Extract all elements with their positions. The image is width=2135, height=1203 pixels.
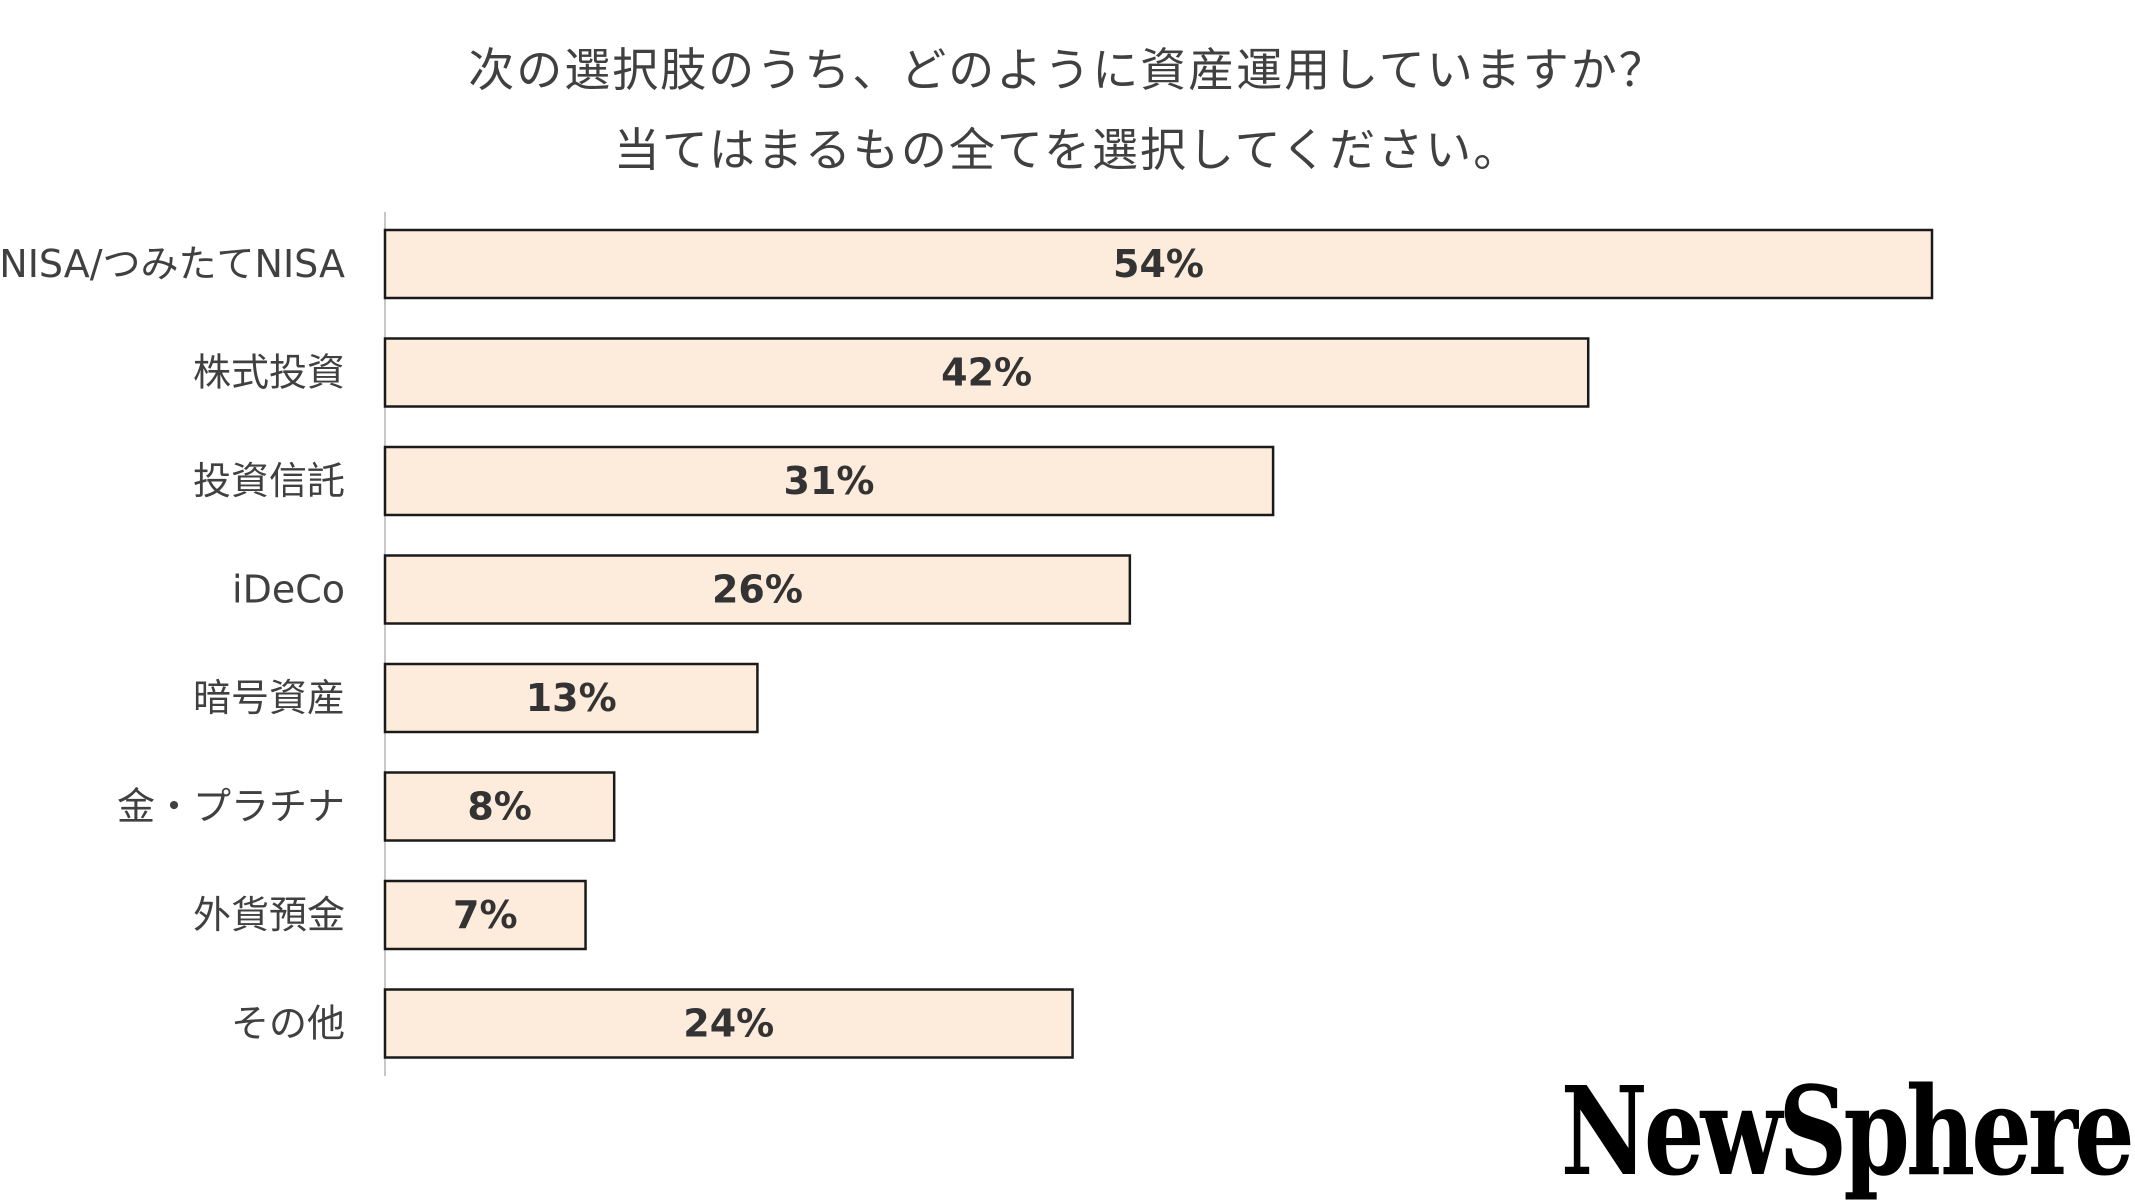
- bar-6: [383, 879, 587, 951]
- value-label: 42%: [941, 351, 1032, 395]
- value-label: 13%: [526, 676, 617, 720]
- category-label: 金・プラチナ: [117, 785, 345, 829]
- category-label: NISA/つみたてNISA: [0, 242, 345, 286]
- bar-7: [383, 988, 1074, 1059]
- category-label: iDeCo: [232, 568, 345, 612]
- chart-subtitle: 当てはまるもの全てを選択してください。: [613, 123, 1522, 177]
- value-label: 54%: [1113, 242, 1204, 286]
- category-label: 暗号資産: [193, 676, 345, 720]
- category-label: 投資信託: [193, 459, 345, 503]
- bar-1: [383, 337, 1590, 408]
- bar-2: [383, 445, 1275, 517]
- bar-5: [383, 771, 616, 842]
- value-label: 26%: [712, 568, 803, 612]
- bar-3: [383, 554, 1132, 625]
- value-label: 8%: [467, 785, 532, 829]
- value-label: 24%: [683, 1002, 774, 1046]
- value-label: 31%: [784, 459, 875, 503]
- chart-title-block: 次の選択肢のうち、どのように資産運用していますか？ 当てはまるもの全てを選択して…: [0, 30, 2135, 190]
- bar-4: [383, 662, 759, 734]
- chart-title: 次の選択肢のうち、どのように資産運用していますか？: [468, 43, 1667, 97]
- value-label: 7%: [453, 893, 518, 937]
- newsphere-logo: NewSphere: [1560, 1059, 2135, 1203]
- category-label: その他: [231, 1002, 345, 1046]
- category-label: 株式投資: [193, 351, 345, 395]
- category-label: 外貨預金: [193, 893, 345, 937]
- bar-0: [383, 228, 1934, 300]
